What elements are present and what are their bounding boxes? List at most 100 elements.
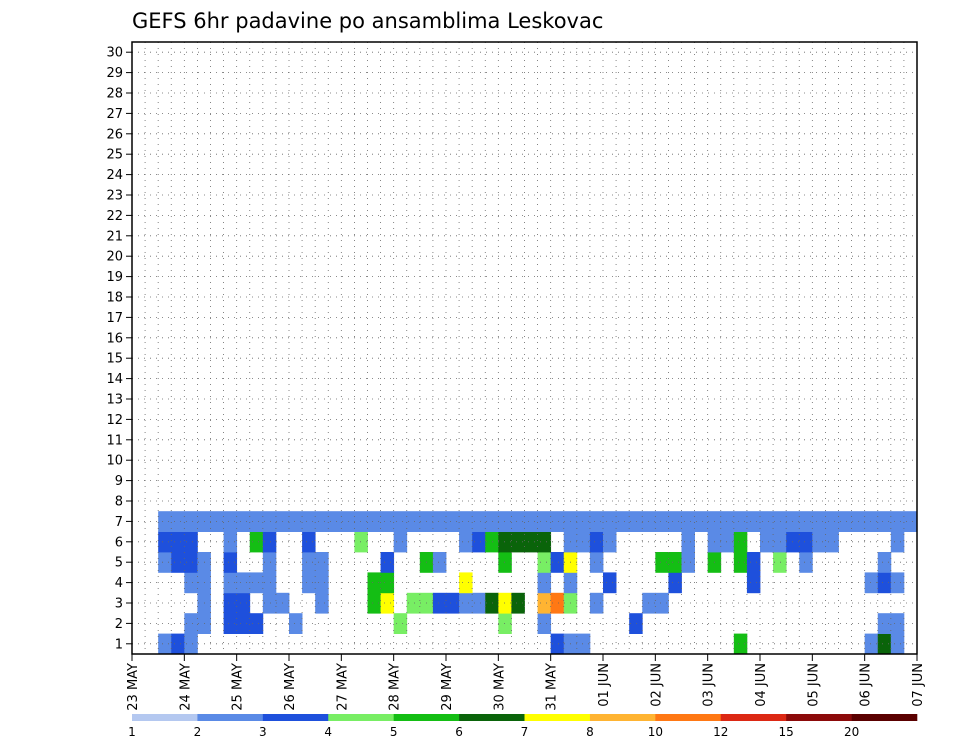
heatmap-cell xyxy=(249,531,264,553)
colorbar-label: 1 xyxy=(128,725,136,739)
chart-title: GEFS 6hr padavine po ansamblima Leskovac xyxy=(132,9,603,33)
heatmap-cell xyxy=(302,511,316,532)
y-tick-label: 17 xyxy=(106,311,123,326)
heatmap-cell xyxy=(550,592,565,614)
y-tick-label: 22 xyxy=(106,209,123,224)
heatmap-cell xyxy=(158,633,172,655)
x-tick-label: 28 MAY xyxy=(388,663,403,711)
heatmap-cell xyxy=(668,511,682,532)
heatmap-cell xyxy=(223,613,238,634)
x-tick-label: 02 JUN xyxy=(649,663,664,707)
heatmap-cell xyxy=(236,511,251,532)
y-tick-label: 12 xyxy=(106,413,123,428)
heatmap-cell xyxy=(210,511,224,532)
y-tick-label: 18 xyxy=(106,291,123,306)
x-tick-label: 24 MAY xyxy=(178,663,193,711)
x-tick-label: 06 JUN xyxy=(859,663,874,707)
heatmap-cell xyxy=(877,633,892,655)
heatmap-cell xyxy=(537,511,552,532)
heatmap-cell xyxy=(537,572,552,594)
heatmap-cell xyxy=(315,552,329,573)
heatmap-cell xyxy=(354,531,368,553)
heatmap-cell xyxy=(864,511,879,532)
heatmap-cell xyxy=(890,511,905,532)
heatmap-cell xyxy=(354,511,368,532)
heatmap-cell xyxy=(262,592,277,614)
grid-lines xyxy=(132,42,917,654)
y-tick-label: 16 xyxy=(106,331,123,346)
heatmap-cell xyxy=(524,511,538,532)
heatmap-cell xyxy=(498,592,512,614)
colorbar-swatch xyxy=(328,714,394,721)
heatmap-cell xyxy=(668,552,682,573)
heatmap-cell xyxy=(171,511,185,532)
colorbar: 1 2 3 4 5 6 7 8 10 12 15 20 xyxy=(128,714,918,739)
heatmap-cell xyxy=(760,511,774,532)
x-tick-label: 01 JUN xyxy=(597,663,612,707)
y-tick-label: 3 xyxy=(115,597,123,612)
heatmap-cell xyxy=(262,511,277,532)
heatmap-cell xyxy=(315,592,329,614)
heatmap-cell xyxy=(589,511,604,532)
heatmap-cell xyxy=(603,572,617,594)
heatmap-cell xyxy=(367,511,381,532)
heatmap-cell xyxy=(498,531,512,553)
heatmap-cell xyxy=(367,592,381,614)
y-tick-label: 15 xyxy=(106,352,123,367)
heatmap-cell xyxy=(262,572,277,594)
heatmap-cell xyxy=(903,511,918,532)
heatmap-cell xyxy=(432,511,447,532)
x-tick-label: 07 JUN xyxy=(911,663,926,707)
heatmap-cell xyxy=(773,511,787,532)
heatmap-cell xyxy=(511,592,525,614)
heatmap-cell xyxy=(380,592,395,614)
heatmap-cell xyxy=(877,511,892,532)
colorbar-label: 2 xyxy=(194,725,202,739)
heatmap-cell xyxy=(432,552,447,573)
y-tick-label: 20 xyxy=(106,250,123,265)
y-tick-label: 6 xyxy=(115,535,123,550)
plot-frame xyxy=(131,41,918,655)
heatmap-cell xyxy=(393,613,408,634)
colorbar-label: 5 xyxy=(390,725,398,739)
heatmap-cell xyxy=(668,572,682,594)
heatmap-cell xyxy=(629,613,643,634)
heatmap-cell xyxy=(223,511,238,532)
heatmap-cell xyxy=(681,552,695,573)
y-tick-label: 26 xyxy=(106,127,123,142)
y-tick-label: 13 xyxy=(106,393,123,408)
heatmap-cell xyxy=(877,552,892,573)
heatmap-cell xyxy=(576,633,591,655)
heatmap-cell xyxy=(367,572,381,594)
heatmap-cell xyxy=(472,511,486,532)
heatmap-cell xyxy=(498,511,512,532)
heatmap-cell xyxy=(733,531,748,553)
heatmap-cell xyxy=(485,531,499,553)
heatmap-cell xyxy=(746,552,761,573)
heatmap-cell xyxy=(380,572,395,594)
y-tick-label: 29 xyxy=(106,66,123,81)
heatmap-cell xyxy=(393,531,408,553)
heatmap-cell xyxy=(877,572,892,594)
heatmap-cell xyxy=(616,511,630,532)
heatmap-cell xyxy=(746,511,761,532)
heatmap-cell xyxy=(158,531,172,553)
heatmap-cell xyxy=(498,613,512,634)
heatmap-cell xyxy=(576,511,591,532)
heatmap-cell xyxy=(537,552,552,573)
heatmap-cell xyxy=(236,592,251,614)
colorbar-label: 15 xyxy=(779,725,794,739)
colorbar-swatch xyxy=(589,714,656,721)
x-tick-label: 30 MAY xyxy=(492,663,507,711)
heatmap-cell xyxy=(864,572,879,594)
heatmap-cell xyxy=(184,572,198,594)
heatmap-cell xyxy=(262,531,277,553)
x-tick-label: 31 MAY xyxy=(545,663,560,711)
heatmap-cell xyxy=(733,511,748,532)
heatmap-cell xyxy=(406,511,421,532)
heatmap-cell xyxy=(223,531,238,553)
heatmap-cell xyxy=(158,511,172,532)
heatmap-cell xyxy=(459,531,473,553)
x-tick-label: 25 MAY xyxy=(231,663,246,711)
heatmap-cell xyxy=(812,531,826,553)
